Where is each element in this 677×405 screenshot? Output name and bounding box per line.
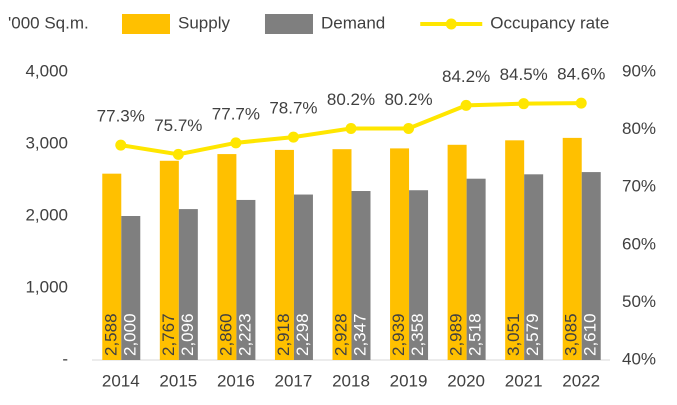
y2-tick-label: 70%	[622, 177, 656, 196]
data-label: 78.7%	[269, 99, 317, 118]
bar	[121, 216, 141, 360]
x-tick-label: 2016	[217, 371, 255, 390]
bar	[159, 160, 179, 360]
data-label: 2,347	[350, 313, 369, 356]
data-label: 3,051	[504, 313, 523, 356]
data-label: 2,579	[523, 313, 542, 356]
legend-swatch	[122, 14, 170, 34]
line-point	[345, 122, 357, 134]
x-tick-label: 2019	[390, 371, 428, 390]
line-point	[230, 137, 242, 149]
bar	[524, 174, 544, 360]
x-tick-label: 2021	[505, 371, 543, 390]
data-label: 80.2%	[327, 90, 375, 109]
y2-tick-label: 80%	[622, 119, 656, 138]
y2-tick-label: 50%	[622, 292, 656, 311]
y2-tick-label: 60%	[622, 234, 656, 253]
data-label: 2,096	[178, 313, 197, 356]
data-label: 3,085	[562, 313, 581, 356]
bar	[351, 191, 371, 360]
y-tick-label: -	[62, 349, 68, 368]
bar	[236, 199, 256, 360]
bar	[562, 137, 582, 360]
data-label: 84.2%	[442, 67, 490, 86]
line-point	[287, 131, 299, 143]
data-label: 75.7%	[154, 116, 202, 135]
bar	[102, 173, 122, 360]
y-tick-label: 4,000	[25, 61, 68, 80]
data-label: 2,518	[466, 313, 485, 356]
line-point	[115, 139, 127, 151]
bar	[332, 149, 352, 360]
x-tick-label: 2020	[447, 371, 485, 390]
data-label: 84.6%	[557, 65, 605, 84]
data-label: 2,939	[389, 313, 408, 356]
data-label: 2,588	[101, 313, 120, 356]
legend-label: Supply	[178, 13, 230, 32]
bar	[293, 194, 313, 360]
y2-tick-label: 90%	[622, 61, 656, 80]
data-label: 77.3%	[97, 107, 145, 126]
data-label: 84.5%	[500, 65, 548, 84]
legend-swatch	[445, 18, 457, 30]
legend-swatch	[264, 14, 313, 34]
x-tick-label: 2022	[562, 371, 600, 390]
bar	[581, 172, 601, 360]
legend-label: Occupancy rate	[490, 13, 609, 32]
bar	[390, 148, 410, 360]
y-tick-label: 3,000	[25, 133, 68, 152]
line-point	[518, 98, 530, 110]
x-tick-label: 2017	[275, 371, 313, 390]
y-axis-label: '000 Sq.m.	[8, 13, 89, 32]
bar	[178, 209, 198, 360]
data-label: 2,223	[235, 313, 254, 356]
x-tick-label: 2014	[102, 371, 140, 390]
line-point	[460, 99, 472, 111]
x-tick-label: 2018	[332, 371, 370, 390]
data-label: 2,610	[581, 313, 600, 356]
line-point	[575, 97, 587, 109]
y2-tick-label: 40%	[622, 349, 656, 368]
x-tick-label: 2015	[159, 371, 197, 390]
data-label: 2,918	[274, 313, 293, 356]
legend-label: Demand	[321, 13, 385, 32]
data-label: 2,989	[447, 313, 466, 356]
data-label: 80.2%	[384, 90, 432, 109]
bar	[466, 178, 486, 360]
bar	[217, 154, 237, 360]
data-label: 2,767	[159, 313, 178, 356]
bar	[447, 144, 467, 360]
y-tick-label: 2,000	[25, 205, 68, 224]
data-label: 2,358	[408, 313, 427, 356]
bar	[409, 190, 429, 360]
line-point	[403, 122, 415, 134]
data-label: 2,860	[216, 313, 235, 356]
data-label: 2,928	[331, 313, 350, 356]
bar	[274, 149, 294, 360]
data-label: 2,000	[120, 313, 139, 356]
line-point	[172, 148, 184, 160]
y-tick-label: 1,000	[25, 277, 68, 296]
bar	[505, 140, 525, 360]
data-label: 77.7%	[212, 104, 260, 123]
data-label: 2,298	[293, 313, 312, 356]
